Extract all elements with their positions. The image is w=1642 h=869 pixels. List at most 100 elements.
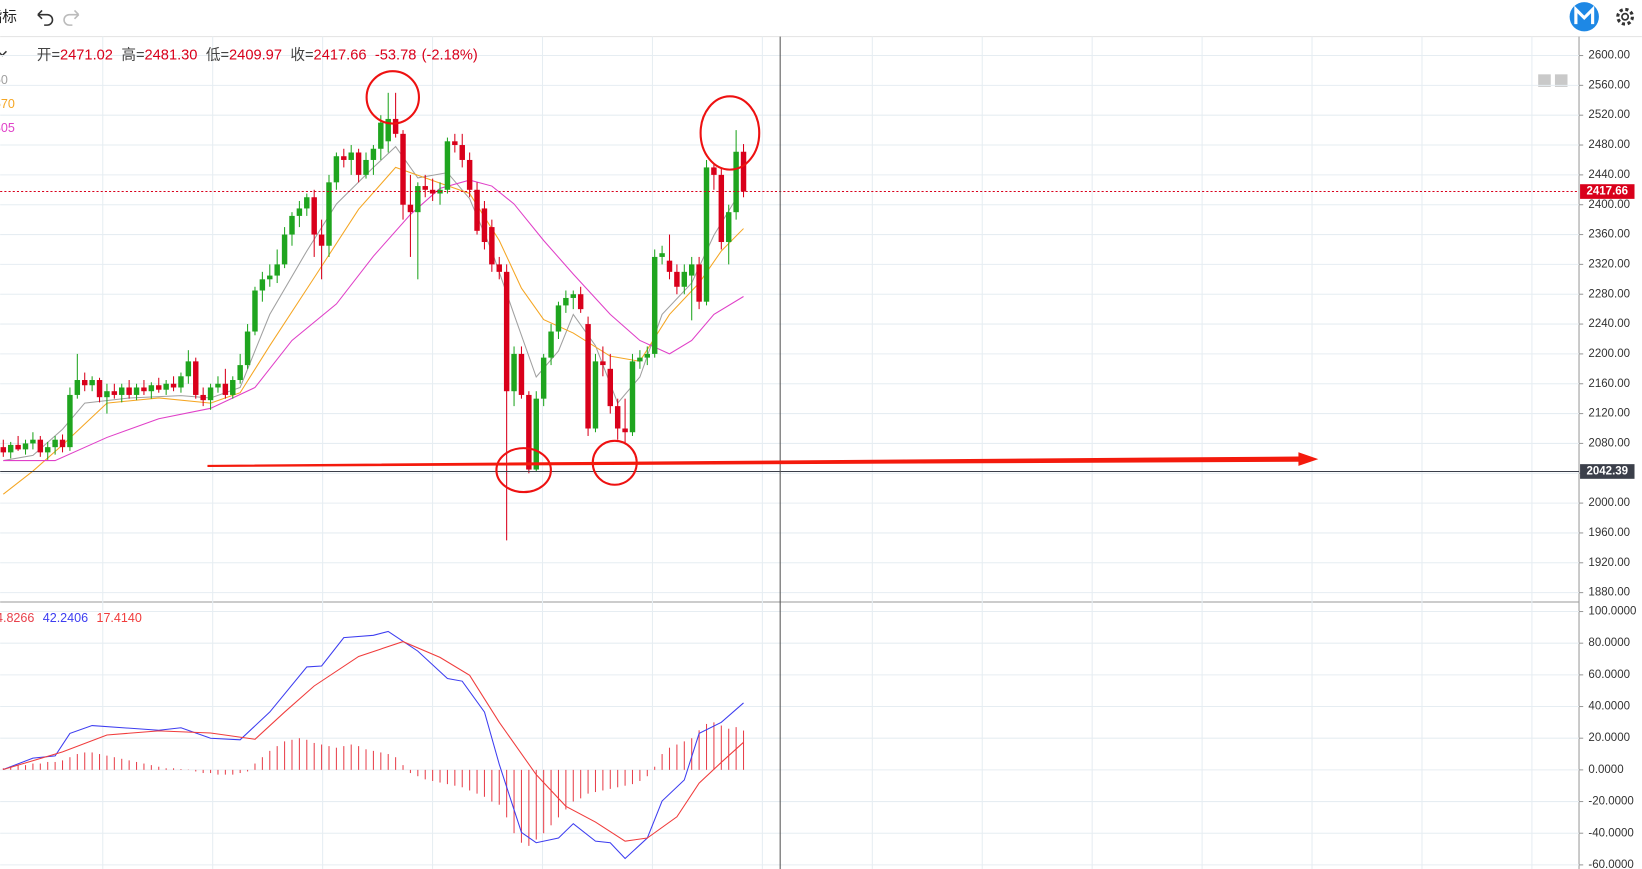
header-text: (-2.18%) (422, 47, 478, 63)
candle-body (237, 365, 243, 381)
y-tick-label: 2000.00 (1588, 497, 1630, 509)
candle-body (725, 212, 732, 243)
candle-body (15, 444, 21, 450)
y-tick-label: 2600.00 (1588, 50, 1630, 62)
panel-down-button[interactable] (1538, 74, 1551, 87)
header-text: 2409.97 (229, 47, 282, 63)
candle-body (585, 324, 591, 429)
y-tick-label: 2120.00 (1588, 408, 1630, 420)
candle-body (222, 383, 229, 395)
annotation-arrow (207, 452, 1319, 467)
y-tick-label: 2520.00 (1588, 109, 1630, 121)
candle-body (740, 151, 747, 192)
y-tick-label: 2200.00 (1588, 348, 1630, 360)
candle-body (563, 297, 569, 306)
candle-body (696, 264, 702, 302)
line (3, 641, 744, 842)
ma-legend: 570 (0, 97, 15, 111)
candle-body (304, 197, 310, 209)
annotation-circle (699, 95, 761, 171)
candle-body (459, 145, 465, 160)
y-tick-label: 2440.00 (1588, 169, 1630, 181)
candle-body (281, 234, 288, 265)
candle-body (148, 385, 155, 392)
candle-body (466, 159, 473, 190)
candle-body (481, 208, 488, 243)
candle-body (496, 264, 502, 272)
candle-body (178, 376, 184, 388)
collapse-icon[interactable] (0, 50, 7, 57)
grid (0, 36, 1580, 869)
candle-body (637, 357, 643, 362)
candle-body (422, 186, 428, 190)
candle-body (111, 391, 118, 395)
candle-body (703, 167, 710, 302)
y-tick-label: 2320.00 (1588, 258, 1630, 270)
candle-body (533, 398, 539, 470)
candle-body (415, 186, 421, 213)
candle-body (333, 156, 340, 183)
logo[interactable] (1569, 2, 1599, 32)
candle-body (518, 353, 525, 395)
y-tick-label: 2240.00 (1588, 318, 1630, 330)
undo-icon[interactable] (37, 9, 54, 26)
candle-body (681, 271, 688, 287)
header-text: 2481.30 (145, 47, 198, 63)
candle-body (170, 383, 177, 388)
y-tick-label: 60.0000 (1588, 669, 1630, 681)
header-text: 2417.66 (314, 47, 367, 63)
candle-body (711, 167, 717, 175)
candle-body (452, 141, 458, 146)
candle-body (355, 152, 362, 175)
candle-body (718, 174, 725, 243)
candle-body (215, 383, 221, 388)
candle-body (37, 439, 44, 453)
candle-body (644, 353, 651, 358)
gear-hub (1621, 12, 1630, 21)
price-label: 2417.66 (1586, 186, 1628, 198)
candle-body (44, 447, 51, 453)
candle-body (577, 294, 584, 310)
candle-body (267, 275, 273, 280)
candle-body (311, 197, 317, 235)
panel-resize-button[interactable] (1554, 74, 1568, 87)
candle-body (200, 394, 206, 401)
candle-body (274, 264, 280, 276)
header-text: 开= (37, 47, 60, 63)
ma-legend: 805 (0, 121, 15, 135)
candle-body (89, 380, 95, 386)
candle-body (126, 387, 132, 395)
candle-body (59, 439, 66, 448)
header-text: -53.78 (375, 47, 417, 63)
price-label-box (1580, 464, 1635, 479)
y-tick-label: 2360.00 (1588, 229, 1630, 241)
settings-icon[interactable] (1616, 7, 1634, 26)
candle-body (22, 443, 29, 450)
candle-body (289, 215, 295, 235)
header-text: 收= (290, 46, 313, 63)
indicator-button[interactable]: 指标 (0, 9, 17, 26)
macd-legend: 17.4140 (96, 611, 141, 625)
y-tick-label: 2400.00 (1588, 199, 1630, 211)
candle-body (244, 331, 251, 366)
candle-body (407, 204, 414, 213)
logo-mark (1574, 5, 1595, 25)
candle-body (230, 380, 236, 395)
y-tick-label: -40.0000 (1588, 827, 1633, 839)
header-text: 2471.02 (60, 47, 113, 63)
header-text: 高= (121, 46, 144, 63)
candle-body (104, 391, 110, 398)
redo-icon[interactable] (63, 9, 80, 26)
candle-body (193, 361, 199, 395)
candle-body (666, 260, 673, 272)
candle-body (622, 428, 628, 433)
candle-body (651, 256, 658, 354)
candle-body (52, 439, 58, 448)
y-tick-label: -20.0000 (1588, 796, 1633, 808)
line (2, 166, 744, 495)
candle-body (341, 156, 347, 160)
y-tick-label: 2560.00 (1588, 79, 1630, 91)
candle-body (548, 331, 554, 358)
price-label-box (1580, 184, 1635, 199)
